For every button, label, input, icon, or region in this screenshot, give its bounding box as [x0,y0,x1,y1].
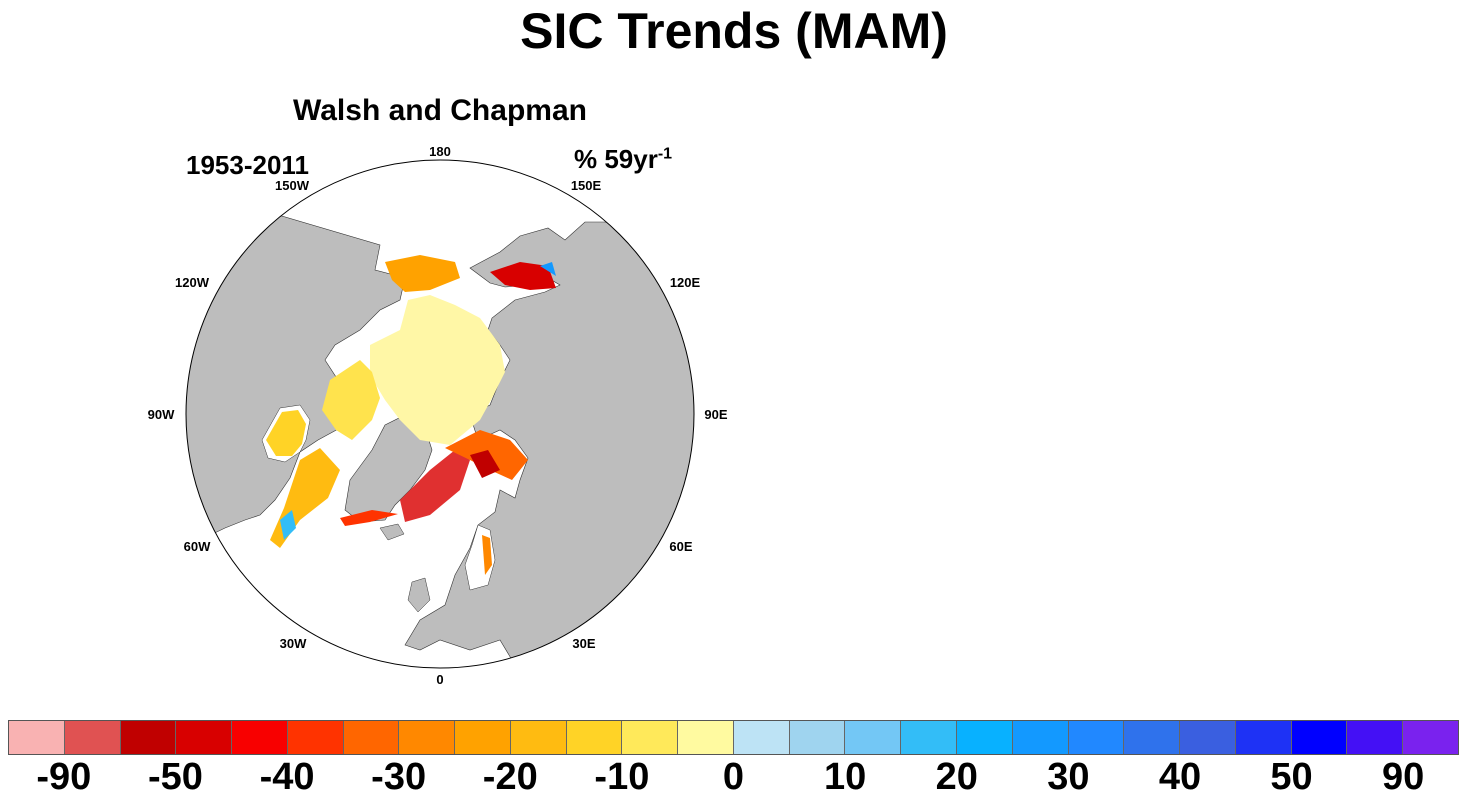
colorbar-tick-label: 40 [1158,756,1202,798]
colorbar-tick-label: -10 [594,756,650,798]
colorbar [8,720,1459,755]
ice-archipelago [322,360,380,440]
lon-label-60w: 60W [184,539,211,554]
colorbar-swatch [733,721,790,754]
ice-greenland-sea [400,450,470,522]
land-british-isles [407,577,431,613]
colorbar-swatch [9,721,65,754]
colorbar-swatch [176,721,233,754]
colorbar-tick-label: 0 [722,756,745,798]
land-iceland [379,523,405,541]
colorbar-tick-label: -40 [259,756,315,798]
lon-label-150e: 150E [571,178,602,193]
colorbar-swatch [1235,721,1292,754]
colorbar-swatch [566,721,623,754]
colorbar-swatch [1291,721,1348,754]
colorbar-swatch [455,721,511,754]
colorbar-swatch [64,721,121,754]
lon-label-90w: 90W [148,407,175,422]
ice-central-arctic [370,295,505,445]
colorbar-swatch [1068,721,1125,754]
colorbar-swatch [678,721,734,754]
colorbar-swatch [232,721,288,754]
colorbar-tick-label: 30 [1047,756,1090,798]
colorbar-swatch [120,721,177,754]
lon-label-180: 180 [429,144,451,159]
colorbar-swatch [845,721,902,754]
colorbar-swatch [343,721,400,754]
colorbar-swatch [510,721,567,754]
colorbar-swatch [789,721,846,754]
period-label: 1953-2011 [186,150,309,180]
lon-label-150w: 150W [275,178,310,193]
lon-label-120e: 120E [670,275,701,290]
colorbar-swatch [1347,721,1404,754]
colorbar-tick-label: -90 [36,756,92,798]
ice-baltic [482,535,492,575]
ice-kara [470,450,500,478]
colorbar-tick-label: -20 [482,756,538,798]
ice-hudson-bay [266,410,306,456]
ice-okhotsk-blue [540,262,556,276]
colorbar-tick-label: -50 [147,756,203,798]
colorbar-tick-label: 10 [823,756,867,798]
ice-bering [385,255,460,292]
colorbar-swatch [1012,721,1069,754]
colorbar-swatch [957,721,1013,754]
ice-okhotsk [490,262,556,290]
lon-label-0: 0 [436,672,443,687]
colorbar-swatch [1124,721,1181,754]
units-exponent: -1 [657,145,673,163]
colorbar-swatch [287,721,344,754]
colorbar-tick-label: 20 [935,756,978,798]
lon-label-30w: 30W [280,636,307,651]
map-border [185,159,695,669]
panel-title: Walsh and Chapman [293,94,587,127]
lon-label-60e: 60E [669,539,692,554]
colorbar-swatch [622,721,679,754]
lon-label-30e: 30E [572,636,595,651]
ice-denmark-strait [340,510,398,526]
figure-title: SIC Trends (MAM) [520,3,948,59]
colorbar-tick-label: 50 [1270,756,1313,798]
colorbar-swatch [399,721,456,754]
colorbar-swatch [1180,721,1236,754]
units-base: % 59yr [574,144,658,174]
units-label: % 59yr-1 [574,144,672,175]
colorbar-swatch [901,721,958,754]
lon-label-90e: 90E [704,407,727,422]
polar-map: 180 150E 120E 90E 60E 30E 0 30W 60W 90W … [148,144,728,687]
colorbar-tick-label: 90 [1382,756,1425,798]
colorbar-tick-label: -30 [371,756,427,798]
ice-baffin-blue [280,510,296,540]
lon-label-120w: 120W [175,275,210,290]
colorbar-swatch [1403,721,1458,754]
